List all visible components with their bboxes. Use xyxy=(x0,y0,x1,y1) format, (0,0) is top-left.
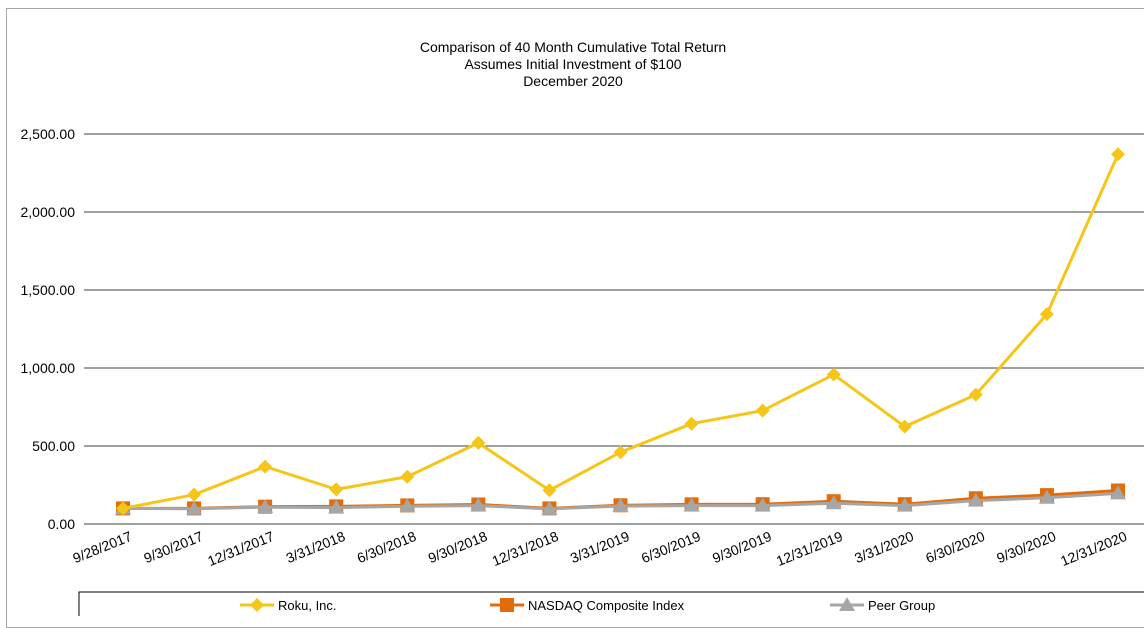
data-point-triangle xyxy=(967,492,984,507)
data-point-diamond xyxy=(1111,147,1125,162)
data-point-diamond xyxy=(258,459,273,474)
series-layer xyxy=(115,147,1126,516)
legend-marker-square xyxy=(500,598,514,612)
data-point-triangle xyxy=(257,499,274,514)
data-point-triangle xyxy=(541,500,558,515)
data-point-triangle xyxy=(754,497,771,512)
data-point-diamond xyxy=(471,435,486,450)
chart-title-line-1: Comparison of 40 Month Cumulative Total … xyxy=(420,39,726,55)
x-tick-label: 9/30/2018 xyxy=(426,528,490,566)
legend-entry: Peer Group xyxy=(830,597,935,613)
y-tick-label: 1,000.00 xyxy=(21,360,76,376)
chart-title-line-3: December 2020 xyxy=(523,73,623,89)
data-point-triangle xyxy=(825,495,842,510)
gridlines xyxy=(84,133,1144,525)
y-tick-label: 2,500.00 xyxy=(21,126,76,142)
data-point-triangle xyxy=(399,498,416,513)
legend-label: Peer Group xyxy=(868,598,935,613)
data-point-triangle xyxy=(1110,485,1126,500)
data-point-triangle xyxy=(1038,489,1055,504)
legend-entry: Roku, Inc. xyxy=(240,598,337,613)
legend-marker-diamond xyxy=(250,598,264,612)
x-tick-label: 6/30/2019 xyxy=(639,528,703,566)
data-point-triangle xyxy=(896,497,913,512)
data-point-triangle xyxy=(612,498,629,513)
x-tick-label: 12/31/2019 xyxy=(774,528,845,569)
x-tick-label: 6/30/2018 xyxy=(355,528,419,566)
data-point-diamond xyxy=(826,367,841,382)
y-tick-label: 2,000.00 xyxy=(21,204,76,220)
x-tick-label: 6/30/2020 xyxy=(923,528,987,566)
data-point-triangle xyxy=(186,500,203,515)
data-point-triangle xyxy=(328,499,345,514)
x-axis-tick-labels: 9/28/2017 9/30/2017 12/31/2017 3/31/2018 6/3… xyxy=(70,528,1129,569)
data-point-diamond xyxy=(116,501,130,516)
chart-title-line-2: Assumes Initial Investment of $100 xyxy=(464,56,681,72)
x-tick-label: 12/31/2020 xyxy=(1058,528,1129,569)
series-diamond xyxy=(116,147,1125,516)
x-tick-label: 3/31/2019 xyxy=(568,528,632,566)
data-point-diamond xyxy=(400,469,415,484)
x-tick-label: 9/28/2017 xyxy=(70,528,134,566)
data-point-diamond xyxy=(684,416,699,431)
chart-title: Comparison of 40 Month Cumulative Total … xyxy=(420,39,726,89)
x-tick-label: 3/31/2018 xyxy=(284,528,348,566)
y-tick-label: 0.00 xyxy=(48,516,75,532)
data-point-diamond xyxy=(968,387,983,402)
legend-marker-triangle xyxy=(839,597,855,611)
x-tick-label: 9/30/2019 xyxy=(710,528,774,566)
legend-label: NASDAQ Composite Index xyxy=(528,598,685,613)
data-point-triangle xyxy=(470,497,487,512)
x-tick-label: 12/31/2017 xyxy=(205,528,276,569)
legend-label: Roku, Inc. xyxy=(278,598,337,613)
x-tick-label: 9/30/2020 xyxy=(994,528,1058,566)
x-tick-label: 3/31/2020 xyxy=(852,528,916,566)
legend: Roku, Inc. NASDAQ Composite Index Peer Gro… xyxy=(78,591,1144,616)
data-point-diamond xyxy=(755,403,770,418)
x-tick-label: 12/31/2018 xyxy=(490,528,561,569)
data-point-diamond xyxy=(329,482,344,497)
y-axis-tick-labels: 0.00 500.00 1,000.00 1,500.00 2,000.00 2,500.… xyxy=(21,126,76,532)
chart-frame xyxy=(6,8,1144,628)
x-tick-label: 9/30/2017 xyxy=(141,528,205,566)
data-point-diamond xyxy=(542,483,557,498)
data-point-diamond xyxy=(613,445,628,460)
data-point-diamond xyxy=(1039,307,1054,322)
data-point-diamond xyxy=(187,487,202,502)
y-tick-label: 500.00 xyxy=(32,438,75,454)
y-tick-label: 1,500.00 xyxy=(21,282,76,298)
data-point-diamond xyxy=(897,419,912,434)
legend-entry: NASDAQ Composite Index xyxy=(490,598,685,613)
data-point-triangle xyxy=(683,497,700,512)
